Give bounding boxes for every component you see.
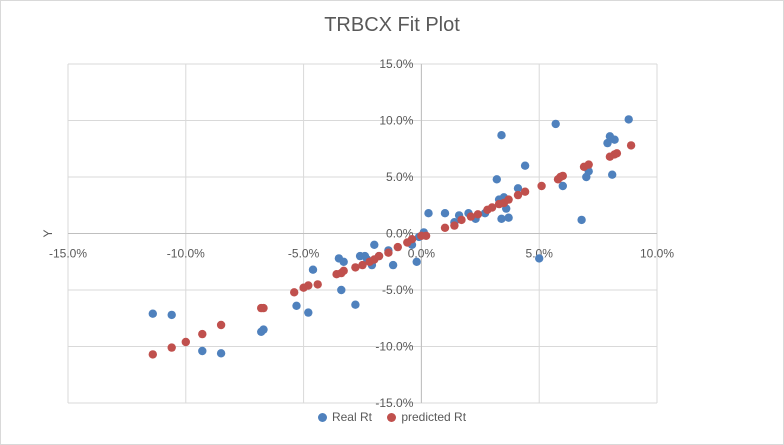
real-rt-point (370, 240, 379, 249)
real-rt-point (497, 214, 506, 223)
real-rt-point (308, 265, 318, 274)
predicted-rt-point (537, 181, 546, 191)
legend-marker-predicted (387, 412, 397, 422)
axes (68, 64, 657, 403)
predicted-rt-point (584, 160, 593, 169)
predicted-rt-point (421, 231, 431, 240)
predicted-rt-point (457, 215, 466, 225)
y-tick-label: 10.0% (379, 114, 413, 128)
predicted-rt-point (487, 203, 497, 212)
real-rt-point (504, 213, 513, 222)
predicted-rt-point (351, 263, 360, 272)
real-rt-point (492, 175, 501, 184)
predicted-rt-point (407, 235, 417, 244)
legend-label-predicted: predicted Rt (401, 410, 467, 424)
predicted-rt-point (198, 329, 207, 339)
predicted-rt-point (393, 242, 402, 252)
predicted-rt-point (290, 288, 299, 297)
legend-item-predicted: predicted Rt (387, 410, 466, 424)
predicted-rt-point (450, 221, 459, 230)
x-tick-label: -5.0% (288, 247, 320, 261)
predicted-rt-point (504, 195, 513, 204)
real-rt-point (339, 257, 348, 266)
tick-labels: -15.0% -10.0% -5.0% 0.0% 5.0% 10.0% 15.0% 10.0%… (49, 57, 674, 410)
legend-label-real: Real Rt (331, 410, 372, 424)
predicted-rt-point (612, 149, 622, 158)
real-rt-point (551, 119, 560, 129)
legend-marker-real (317, 412, 327, 422)
predicted-rt-point (374, 251, 384, 261)
predicted-rt-point (339, 266, 348, 275)
predicted-rt-point (384, 248, 393, 257)
x-tick-label: -10.0% (167, 247, 205, 261)
real-rt-point (608, 170, 617, 179)
x-tick-label: 5.0% (526, 247, 554, 261)
predicted-rt-point (313, 280, 322, 289)
real-rt-point (337, 285, 346, 295)
real-rt-point (624, 115, 633, 124)
real-rt-point (216, 349, 226, 358)
x-tick-label: -15.0% (49, 247, 87, 261)
predicted-rt-point (520, 187, 530, 196)
legend: Real Rt predicted Rt (0, 410, 784, 425)
real-rt-point (424, 209, 433, 218)
x-tick-label: 0.0% (408, 247, 436, 261)
predicted-rt-point (473, 210, 483, 219)
real-rt-point (558, 181, 567, 191)
real-rt-point (535, 254, 544, 263)
predicted-rt-point (626, 141, 636, 150)
predicted-rt-point (558, 171, 567, 181)
chart-title: TRBCX Fit Plot (324, 14, 460, 36)
real-rt-point (148, 309, 157, 318)
x-tick-label: 10.0% (640, 247, 674, 261)
real-rt-point (520, 161, 530, 170)
y-tick-label: -15.0% (375, 396, 413, 410)
predicted-rt-point (466, 212, 476, 221)
y-tick-label: 5.0% (386, 170, 414, 184)
y-tick-label: 0.0% (386, 227, 414, 241)
y-tick-label: -5.0% (382, 283, 414, 297)
real-rt-point (440, 209, 450, 218)
data-points (148, 115, 636, 359)
real-rt-point (292, 301, 301, 310)
predicted-rt-point (167, 343, 176, 352)
real-rt-point (603, 138, 612, 148)
predicted-rt-point (216, 320, 226, 330)
predicted-rt-point (513, 190, 523, 200)
real-rt-point (577, 215, 586, 225)
predicted-rt-point (148, 350, 157, 359)
real-rt-point (304, 308, 313, 317)
real-rt-point (497, 131, 506, 140)
predicted-rt-point (304, 281, 313, 290)
predicted-rt-point (181, 337, 190, 347)
y-tick-label: 15.0% (379, 57, 413, 71)
real-rt-point (167, 310, 176, 320)
real-rt-point (513, 184, 523, 193)
real-rt-point (388, 260, 398, 270)
real-rt-point (610, 135, 619, 144)
y-tick-label: -10.0% (375, 340, 413, 354)
y-axis-label: Y (41, 229, 55, 237)
grid-lines (67, 63, 658, 404)
real-rt-point (351, 300, 360, 309)
real-rt-point (259, 325, 268, 334)
real-rt-point (198, 346, 207, 356)
legend-item-real: Real Rt (317, 410, 372, 424)
real-rt-point (412, 257, 421, 266)
predicted-rt-point (440, 223, 450, 232)
predicted-rt-point (358, 260, 367, 270)
predicted-rt-point (259, 303, 268, 313)
